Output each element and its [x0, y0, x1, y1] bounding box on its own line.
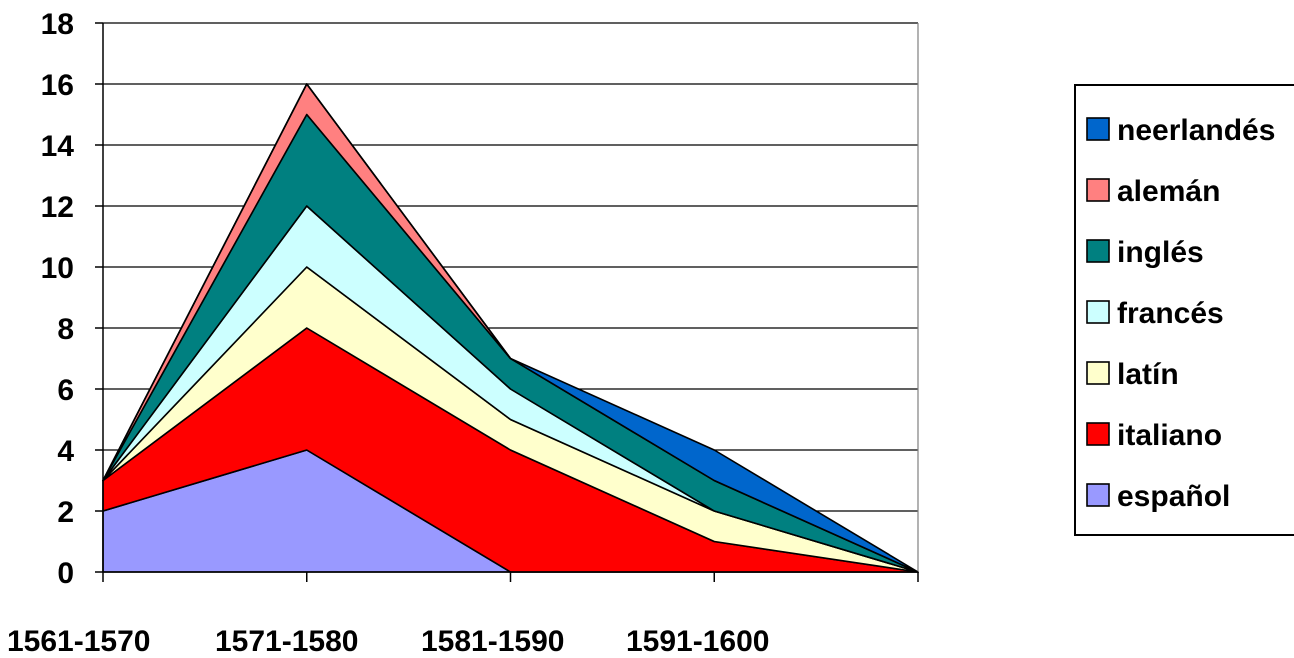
- y-tick-label: 0: [57, 557, 74, 590]
- legend-label-inglés: inglés: [1117, 236, 1204, 269]
- x-tick-label: 1571-1580: [215, 625, 358, 658]
- legend-box: [1074, 84, 1294, 536]
- x-tick-labels: 1561-1570 1571-1580 1581-1590 1591-1600: [7, 625, 769, 658]
- x-tick-label: 1581-1590: [421, 625, 564, 658]
- y-tick-label: 10: [41, 252, 74, 285]
- y-tick-label: 6: [57, 374, 74, 407]
- y-tick-label: 12: [41, 191, 74, 224]
- y-tick-labels: 0 2 4 6 8 10 12 14 16 18: [41, 8, 75, 590]
- legend-swatch-italiano: [1086, 422, 1110, 446]
- y-tick-label: 2: [57, 496, 74, 529]
- legend-swatch-francés: [1086, 300, 1110, 324]
- legend: neerlandés alemán inglés francés latín italia…: [1074, 84, 1294, 536]
- legend-label-italiano: italiano: [1117, 419, 1222, 452]
- legend-label-latín: latín: [1117, 358, 1179, 391]
- y-tick-label: 8: [57, 313, 74, 346]
- x-tick-label: 1591-1600: [626, 625, 769, 658]
- legend-swatch-neerlandés: [1086, 117, 1110, 141]
- series-areas: [102, 83, 919, 573]
- legend-label-español: español: [1117, 480, 1230, 513]
- axes: [95, 22, 919, 582]
- x-tick-label: 1561-1570: [7, 625, 150, 658]
- legend-label-alemán: alemán: [1117, 175, 1220, 208]
- legend-swatch-inglés: [1086, 239, 1110, 263]
- y-tick-label: 14: [41, 130, 75, 163]
- legend-swatch-latín: [1086, 361, 1110, 385]
- y-tick-label: 16: [41, 69, 74, 102]
- legend-swatch-alemán: [1086, 178, 1110, 202]
- legend-swatch-español: [1086, 483, 1110, 507]
- legend-label-francés: francés: [1117, 297, 1224, 330]
- y-tick-label: 4: [57, 435, 74, 468]
- legend-label-neerlandés: neerlandés: [1117, 114, 1275, 147]
- y-tick-label: 18: [41, 8, 74, 41]
